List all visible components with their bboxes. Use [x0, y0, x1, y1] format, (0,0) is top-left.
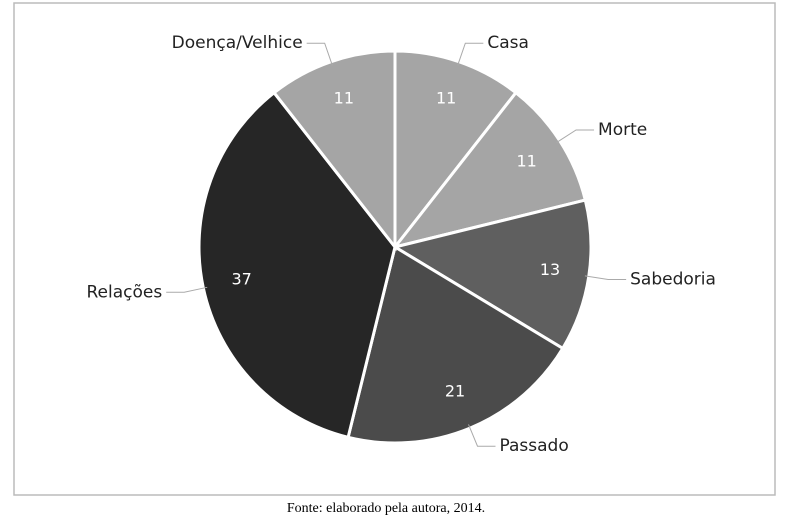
leader-line	[306, 42, 333, 66]
value-label: 11	[334, 88, 354, 107]
value-label: 11	[516, 151, 536, 170]
value-label: 37	[232, 269, 252, 288]
leader-line	[556, 129, 595, 144]
category-label: Relações	[86, 282, 162, 302]
leader-line	[468, 424, 496, 447]
category-label: Sabedoria	[630, 269, 716, 289]
leader-line	[457, 42, 484, 66]
leader-line	[584, 275, 627, 280]
value-label: 21	[445, 381, 465, 400]
value-label: 11	[436, 88, 456, 107]
category-label: Morte	[598, 120, 647, 140]
category-label: Passado	[500, 436, 569, 456]
caption: Fonte: elaborado pela autora, 2014.	[287, 501, 485, 516]
category-label: Doença/Velhice	[172, 33, 303, 53]
leader-line	[166, 286, 208, 293]
category-label: Casa	[487, 33, 529, 53]
value-label: 13	[540, 260, 560, 279]
